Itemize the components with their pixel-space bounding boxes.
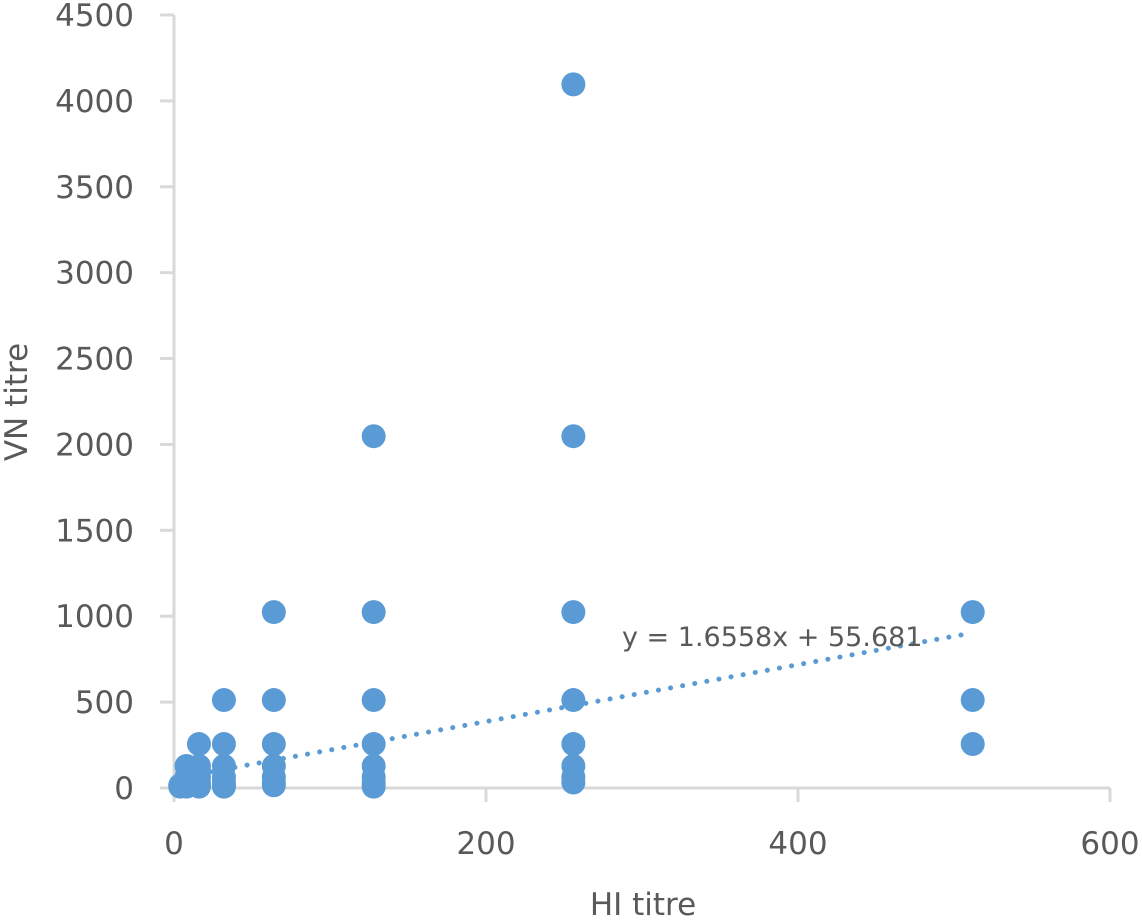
data-point	[361, 600, 386, 625]
data-point	[186, 754, 211, 779]
y-tick-label: 1500	[55, 513, 134, 549]
data-point	[561, 600, 586, 625]
data-point	[211, 732, 236, 757]
y-tick-label: 3500	[55, 170, 134, 206]
data-points	[168, 72, 985, 799]
data-point	[261, 600, 286, 625]
data-point	[561, 688, 586, 713]
y-tick-label: 3000	[55, 256, 134, 292]
y-tick-label: 2500	[55, 342, 134, 378]
y-tick-label: 0	[114, 771, 134, 807]
x-tick-label: 600	[1080, 826, 1139, 862]
y-tick-label: 1000	[55, 599, 134, 635]
data-point	[561, 732, 586, 757]
y-tick-label: 4000	[55, 84, 134, 120]
data-point	[261, 754, 286, 779]
data-point	[960, 688, 985, 713]
data-point	[561, 72, 586, 97]
x-tick-label: 200	[456, 826, 515, 862]
y-axis: 0 500 1000 1500 2000 2500 3000 3500 4000 4500	[55, 0, 176, 807]
data-point	[361, 754, 386, 779]
trendline-equation: y = 1.6558x + 55.681	[622, 622, 922, 653]
data-point	[561, 424, 586, 449]
data-point	[960, 732, 985, 757]
data-point	[960, 600, 985, 625]
x-axis-title: HI titre	[590, 887, 696, 920]
data-point	[261, 688, 286, 713]
x-tick-label: 400	[768, 826, 827, 862]
data-point	[561, 754, 586, 779]
y-tick-label: 2000	[55, 427, 134, 463]
y-axis-title: VN titre	[0, 343, 35, 461]
data-point	[361, 424, 386, 449]
data-point	[211, 688, 236, 713]
x-tick-label: 0	[164, 826, 184, 862]
data-point	[361, 732, 386, 757]
data-point	[186, 732, 211, 757]
data-point	[211, 754, 236, 779]
trendline	[183, 630, 976, 779]
y-tick-label: 500	[75, 685, 134, 721]
y-tick-label: 4500	[55, 0, 134, 34]
data-point	[361, 688, 386, 713]
data-point	[261, 732, 286, 757]
x-axis: 0 200 400 600	[164, 786, 1140, 862]
